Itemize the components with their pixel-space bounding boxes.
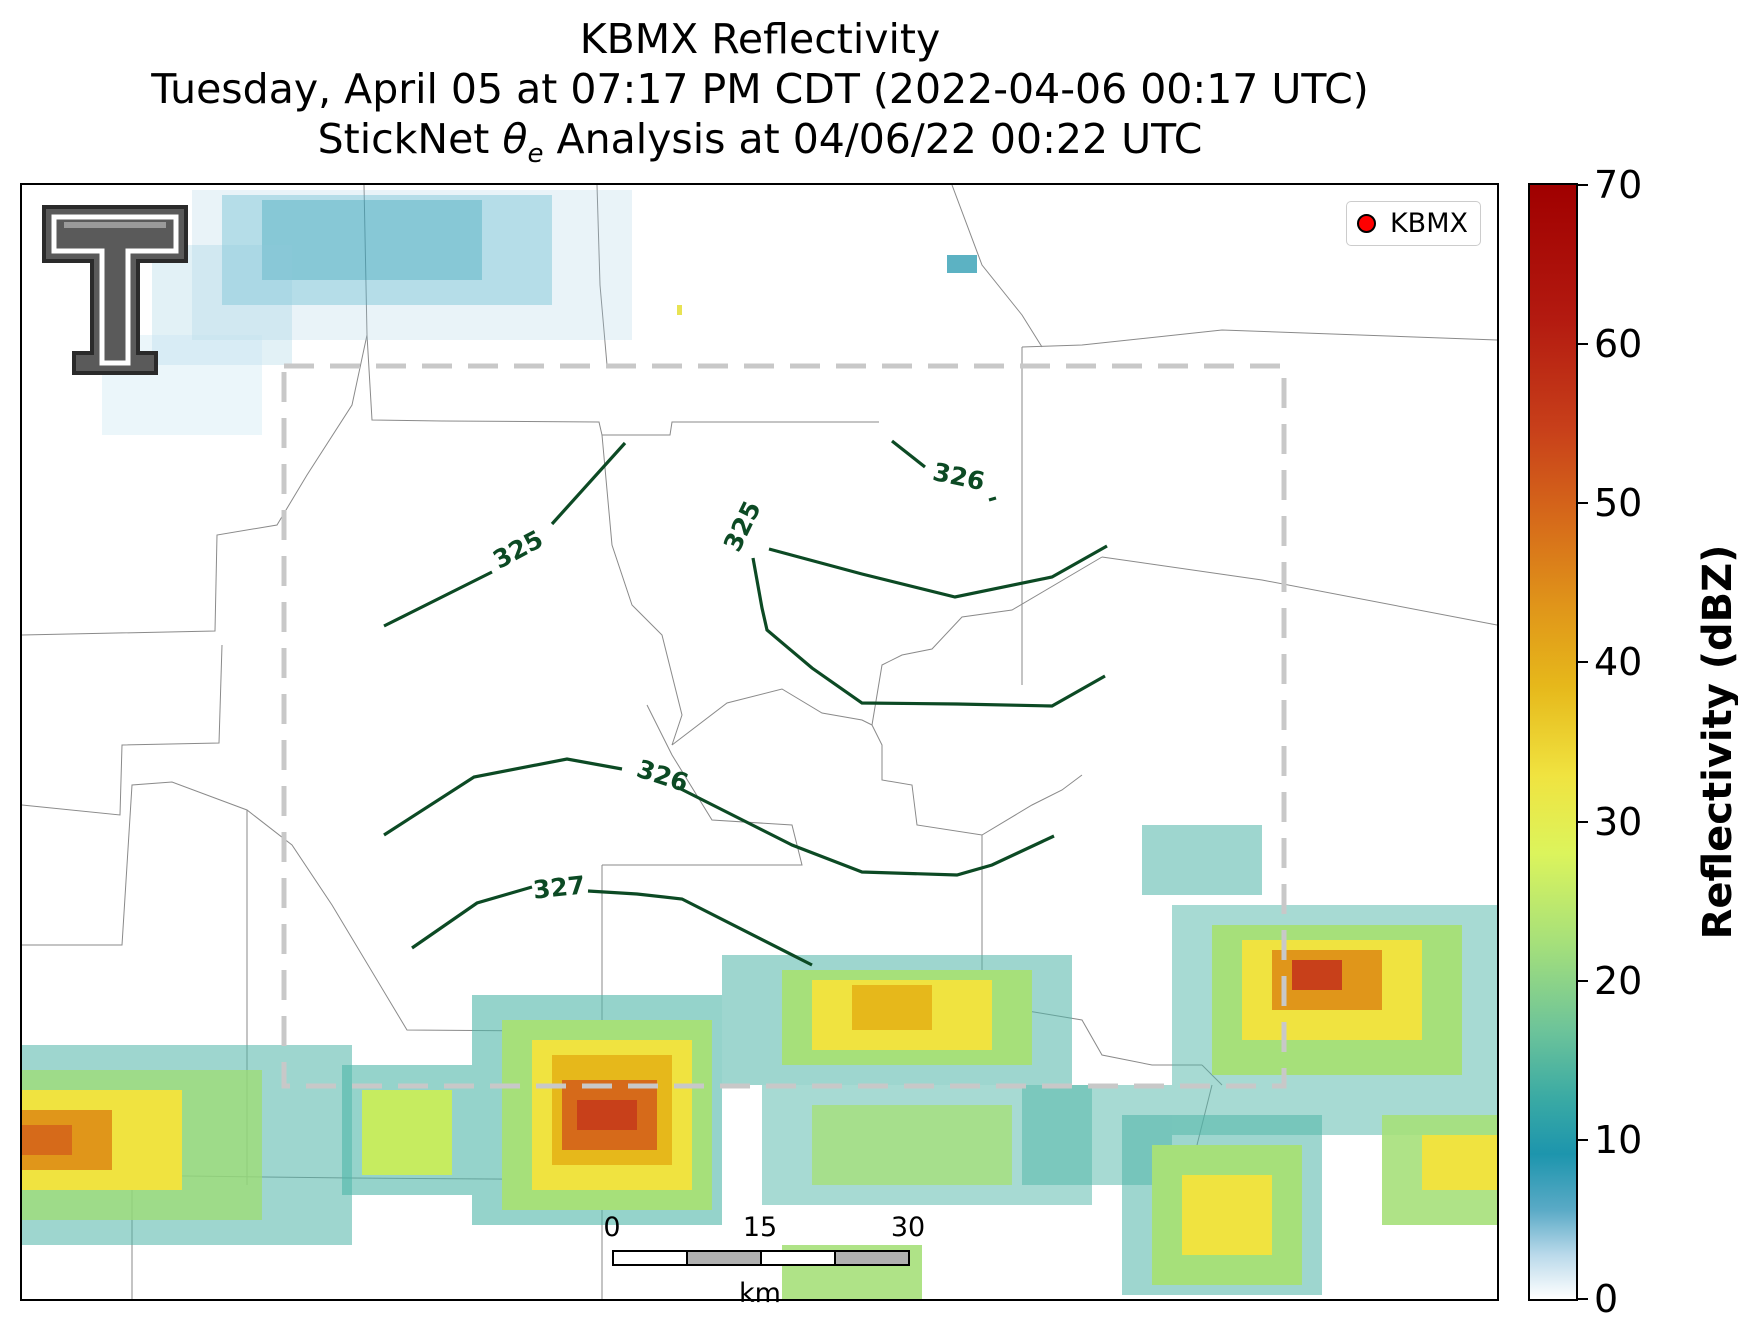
colorbar-tick-label: 70 bbox=[1594, 163, 1643, 207]
legend-label: KBMX bbox=[1389, 208, 1468, 239]
colorbar-tick bbox=[1578, 820, 1588, 823]
radar-station-marker-icon bbox=[1356, 214, 1376, 233]
colorbar-tick-label: 40 bbox=[1594, 640, 1643, 685]
colorbar-tick-label: 60 bbox=[1594, 322, 1643, 367]
reflectivity-scatter-north bbox=[102, 190, 977, 435]
colorbar-tick bbox=[1578, 979, 1588, 982]
colorbar-tick-label: 10 bbox=[1594, 1117, 1643, 1162]
scale-segment bbox=[760, 1250, 836, 1266]
contour-label-326-middle: 326 bbox=[633, 754, 692, 798]
colorbar-tick-label: 0 bbox=[1594, 1277, 1619, 1321]
theta-e-contours bbox=[383, 439, 1108, 967]
scale-tick-label: 30 bbox=[890, 1212, 926, 1243]
reflectivity-band-south bbox=[22, 825, 1497, 1299]
colorbar-tick-label: 30 bbox=[1594, 799, 1643, 844]
contour-label-326-north: 326 bbox=[930, 457, 987, 496]
contour-label-325-east: 325 bbox=[718, 496, 767, 556]
map-canvas: 325 325 326 326 327 bbox=[22, 185, 1497, 1299]
colorbar-tick bbox=[1578, 661, 1588, 664]
figure-title: KBMX Reflectivity Tuesday, April 05 at 0… bbox=[20, 14, 1500, 179]
reflectivity-colorbar bbox=[1528, 183, 1578, 1301]
colorbar-tick bbox=[1578, 502, 1588, 505]
colorbar-tick bbox=[1578, 1138, 1588, 1141]
contour-label-327: 327 bbox=[532, 870, 587, 904]
title-line-2: Tuesday, April 05 at 07:17 PM CDT (2022-… bbox=[151, 65, 1369, 113]
scale-segment bbox=[686, 1250, 762, 1266]
scale-segment bbox=[612, 1250, 688, 1266]
title-line-1: KBMX Reflectivity bbox=[579, 15, 941, 63]
colorbar-tick bbox=[1578, 343, 1588, 346]
contour-labels: 325 325 326 326 327 bbox=[488, 457, 987, 905]
analysis-domain-box bbox=[281, 363, 1287, 1089]
colorbar-title: Reflectivity (dBZ) bbox=[1695, 544, 1738, 940]
title-line-3: StickNet θe Analysis at 04/06/22 00:22 U… bbox=[317, 115, 1203, 170]
contour-label-325-west: 325 bbox=[488, 524, 548, 574]
map-legend: KBMX bbox=[1345, 201, 1481, 246]
colorbar-tick-label: 20 bbox=[1594, 958, 1643, 1003]
radar-map: 325 325 326 326 327 KBMX bbox=[20, 183, 1499, 1301]
colorbar-tick bbox=[1578, 1298, 1588, 1300]
scale-unit: km bbox=[739, 1278, 781, 1309]
scale-tick-label: 0 bbox=[603, 1212, 621, 1243]
scale-tick-label: 15 bbox=[742, 1212, 778, 1243]
colorbar-tick-label: 50 bbox=[1594, 481, 1643, 526]
colorbar-tick bbox=[1578, 184, 1588, 186]
scale-bar: 0 15 30 km bbox=[603, 1212, 925, 1309]
scale-segment bbox=[834, 1250, 910, 1266]
